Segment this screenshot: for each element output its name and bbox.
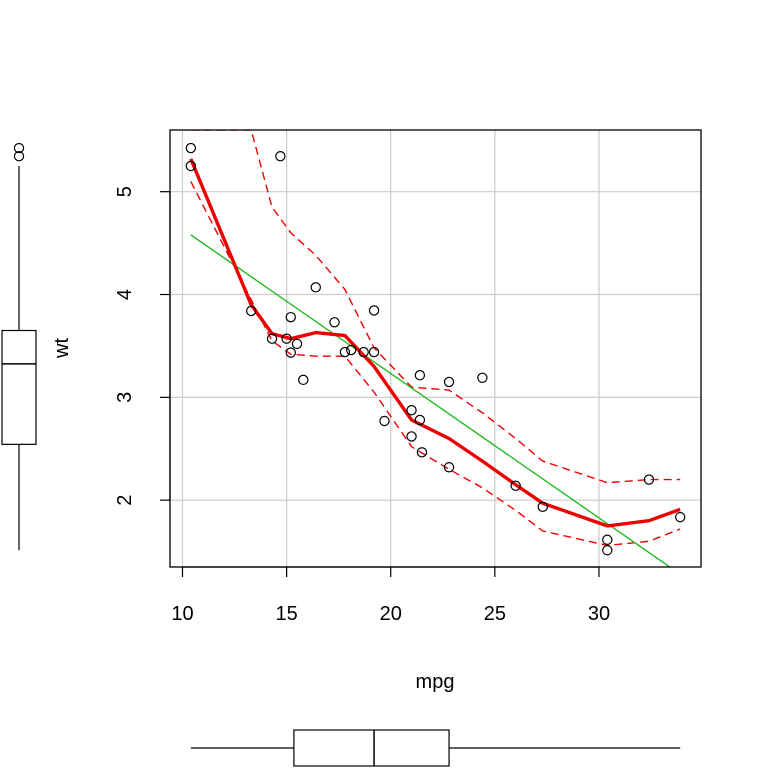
data-point <box>358 346 369 358</box>
x-tick-label: 15 <box>275 603 297 625</box>
y-tick-label: 5 <box>114 186 136 197</box>
data-point <box>674 511 686 523</box>
data-point <box>298 374 309 386</box>
smooth-lower-band <box>190 181 681 547</box>
y-axis: 2 3 4 5 <box>114 186 171 506</box>
grid-lines <box>170 130 701 567</box>
data-point <box>443 376 455 388</box>
data-point <box>602 534 613 545</box>
data-point <box>285 347 296 358</box>
x-tick-label: 25 <box>484 603 506 625</box>
data-point <box>329 317 340 328</box>
data-point <box>406 404 417 416</box>
data-point <box>537 501 548 513</box>
data-point <box>443 462 455 473</box>
data-point <box>281 333 292 344</box>
y-axis-label: wt <box>51 338 73 359</box>
smooth-confidence-band <box>190 130 681 547</box>
data-point <box>368 305 380 316</box>
data-point <box>285 311 296 323</box>
data-point <box>602 545 613 556</box>
data-point <box>477 372 488 384</box>
y-box <box>1 329 37 445</box>
y-tick-label: 2 <box>114 495 136 506</box>
data-point <box>379 415 390 427</box>
data-point <box>310 282 321 293</box>
plot-frame <box>169 129 702 568</box>
y-tick-label: 3 <box>114 392 136 403</box>
smooth-line <box>189 158 681 528</box>
data-point <box>185 160 197 172</box>
x-tick-label: 20 <box>380 603 402 625</box>
x-tick-label: 10 <box>171 603 193 625</box>
data-point <box>414 414 426 426</box>
data-point <box>291 338 303 350</box>
y-marginal-boxplot <box>1 142 37 551</box>
data-points <box>185 142 686 556</box>
x-marginal-boxplot <box>190 729 681 767</box>
data-point <box>246 305 257 317</box>
x-axis-label: mpg <box>416 671 455 693</box>
data-point <box>414 370 426 381</box>
x-box <box>293 729 450 767</box>
x-tick-label: 30 <box>588 603 610 625</box>
regression-line-segment <box>190 234 672 567</box>
data-point <box>643 474 655 485</box>
x-axis: 10 15 20 25 30 <box>171 566 610 625</box>
y-box-outlier <box>13 142 25 154</box>
data-point <box>406 431 417 442</box>
data-point <box>368 346 380 358</box>
y-tick-label: 4 <box>114 289 136 300</box>
data-point <box>510 480 521 491</box>
data-point <box>275 151 286 162</box>
data-point <box>185 142 197 154</box>
y-box-outlier <box>13 151 25 162</box>
smooth-upper-band <box>190 130 681 484</box>
data-point <box>339 346 351 358</box>
data-point <box>266 333 278 344</box>
smooth-curve <box>189 158 681 528</box>
data-point <box>416 447 428 458</box>
regression-line <box>190 234 672 567</box>
data-point <box>345 344 357 356</box>
